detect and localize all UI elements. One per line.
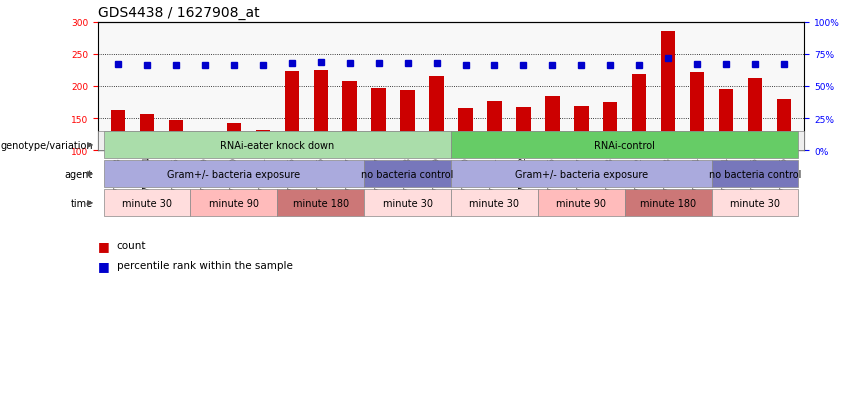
Bar xyxy=(371,89,386,151)
Bar xyxy=(748,79,762,151)
Text: agent: agent xyxy=(65,169,93,180)
Bar xyxy=(400,91,414,151)
Bar xyxy=(777,100,791,151)
Text: ■: ■ xyxy=(98,239,110,252)
Text: minute 180: minute 180 xyxy=(640,198,696,209)
Bar xyxy=(545,96,560,151)
Bar xyxy=(429,77,443,151)
Bar xyxy=(603,103,618,151)
Text: minute 30: minute 30 xyxy=(470,198,519,209)
Text: no bacteria control: no bacteria control xyxy=(362,169,454,180)
Bar xyxy=(342,82,357,151)
Text: minute 30: minute 30 xyxy=(383,198,432,209)
Text: minute 90: minute 90 xyxy=(208,198,259,209)
Text: no bacteria control: no bacteria control xyxy=(709,169,801,180)
Text: RNAi-eater knock down: RNAi-eater knock down xyxy=(220,140,334,151)
Text: Gram+/- bacteria exposure: Gram+/- bacteria exposure xyxy=(168,169,300,180)
Text: Gram+/- bacteria exposure: Gram+/- bacteria exposure xyxy=(515,169,648,180)
Bar xyxy=(459,109,473,151)
Bar xyxy=(168,121,183,151)
Text: ■: ■ xyxy=(98,259,110,272)
Text: genotype/variation: genotype/variation xyxy=(0,140,93,151)
Bar xyxy=(719,89,734,151)
Bar xyxy=(226,123,241,151)
Bar xyxy=(661,32,676,151)
Bar xyxy=(488,102,502,151)
Text: GDS4438 / 1627908_at: GDS4438 / 1627908_at xyxy=(98,6,260,20)
Bar xyxy=(284,71,299,151)
Bar xyxy=(111,111,125,151)
Bar xyxy=(632,75,647,151)
Bar xyxy=(517,108,531,151)
Bar xyxy=(140,114,154,151)
Bar xyxy=(313,71,328,151)
Bar xyxy=(197,133,212,151)
Text: minute 30: minute 30 xyxy=(730,198,780,209)
Bar xyxy=(690,73,705,151)
Text: time: time xyxy=(71,198,93,209)
Text: RNAi-control: RNAi-control xyxy=(594,140,655,151)
Text: minute 90: minute 90 xyxy=(557,198,606,209)
Text: minute 30: minute 30 xyxy=(122,198,172,209)
Text: minute 180: minute 180 xyxy=(293,198,349,209)
Text: count: count xyxy=(117,241,146,251)
Bar xyxy=(574,107,589,151)
Text: percentile rank within the sample: percentile rank within the sample xyxy=(117,261,293,271)
Bar xyxy=(255,131,270,151)
